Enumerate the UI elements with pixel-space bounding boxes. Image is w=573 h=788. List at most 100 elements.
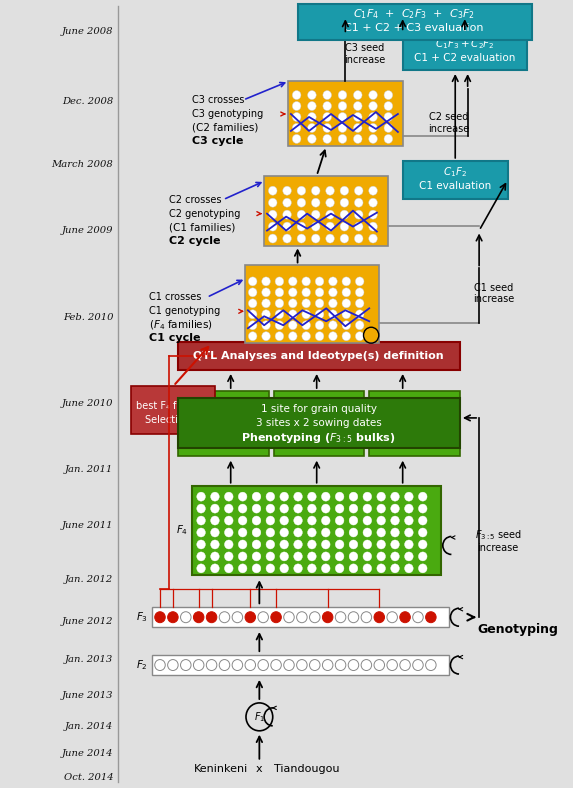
Circle shape — [238, 516, 247, 525]
Circle shape — [280, 504, 288, 513]
Circle shape — [342, 332, 351, 340]
Circle shape — [297, 222, 306, 231]
Circle shape — [355, 277, 364, 286]
Circle shape — [211, 552, 219, 561]
Text: $C_1F_4$  +  $C_2F_3$  +  $C_3F_2$: $C_1F_4$ + $C_2F_3$ + $C_3F_2$ — [353, 7, 475, 21]
Circle shape — [288, 277, 297, 286]
Circle shape — [266, 516, 274, 525]
Circle shape — [335, 492, 344, 501]
Circle shape — [315, 332, 324, 340]
Circle shape — [248, 310, 257, 319]
Circle shape — [280, 492, 288, 501]
Circle shape — [326, 234, 335, 243]
Circle shape — [309, 611, 320, 623]
Text: C2 cycle: C2 cycle — [168, 236, 220, 246]
Circle shape — [292, 91, 301, 99]
Circle shape — [349, 540, 358, 549]
Circle shape — [288, 332, 297, 340]
Circle shape — [326, 210, 335, 219]
Circle shape — [252, 492, 261, 501]
Text: QTL Analyses and Ideotype(s) definition: QTL Analyses and Ideotype(s) definition — [193, 351, 444, 361]
Circle shape — [355, 321, 364, 329]
Circle shape — [292, 113, 301, 121]
Text: June 2014: June 2014 — [62, 749, 113, 758]
Circle shape — [292, 102, 301, 110]
Text: $C_1F_3 + C_2F_2$: $C_1F_3 + C_2F_2$ — [435, 37, 494, 51]
Circle shape — [280, 528, 288, 537]
Bar — [297, 5, 532, 40]
Circle shape — [323, 113, 332, 121]
Circle shape — [329, 321, 337, 329]
Circle shape — [225, 540, 233, 549]
Circle shape — [342, 321, 351, 329]
Circle shape — [355, 186, 363, 195]
Circle shape — [197, 516, 205, 525]
Circle shape — [248, 277, 257, 286]
Circle shape — [302, 288, 311, 297]
Circle shape — [282, 199, 291, 207]
Circle shape — [302, 310, 311, 319]
Circle shape — [282, 186, 291, 195]
Text: $C_1F_2$: $C_1F_2$ — [444, 165, 467, 179]
Circle shape — [308, 540, 316, 549]
Circle shape — [292, 135, 301, 143]
Circle shape — [338, 113, 347, 121]
Circle shape — [377, 516, 386, 525]
Circle shape — [180, 611, 191, 623]
Text: C1 genotyping: C1 genotyping — [150, 307, 221, 316]
Circle shape — [219, 611, 230, 623]
Circle shape — [349, 528, 358, 537]
Bar — [288, 81, 403, 146]
Circle shape — [262, 299, 270, 308]
Text: Jan. 2013: Jan. 2013 — [65, 655, 113, 664]
Circle shape — [329, 277, 337, 286]
Circle shape — [355, 310, 364, 319]
Circle shape — [391, 504, 399, 513]
Circle shape — [308, 124, 316, 132]
Text: Oct. 2014: Oct. 2014 — [64, 773, 113, 782]
Text: C1 cycle: C1 cycle — [150, 333, 201, 344]
Circle shape — [391, 492, 399, 501]
Circle shape — [266, 492, 274, 501]
Circle shape — [268, 234, 277, 243]
Circle shape — [211, 516, 219, 525]
Circle shape — [363, 528, 372, 537]
Circle shape — [340, 234, 349, 243]
Circle shape — [275, 288, 284, 297]
Circle shape — [338, 124, 347, 132]
Circle shape — [335, 540, 344, 549]
Circle shape — [349, 564, 358, 573]
Circle shape — [405, 552, 413, 561]
Circle shape — [211, 504, 219, 513]
Circle shape — [275, 332, 284, 340]
Circle shape — [377, 492, 386, 501]
Text: June 2009: June 2009 — [62, 226, 113, 235]
Circle shape — [194, 611, 204, 623]
Circle shape — [297, 234, 306, 243]
Circle shape — [377, 564, 386, 573]
Circle shape — [340, 199, 349, 207]
Circle shape — [280, 516, 288, 525]
Circle shape — [282, 234, 291, 243]
Circle shape — [326, 222, 335, 231]
Circle shape — [262, 288, 270, 297]
Circle shape — [197, 504, 205, 513]
Circle shape — [225, 552, 233, 561]
Text: Keninkeni: Keninkeni — [194, 764, 248, 774]
Circle shape — [418, 492, 427, 501]
Text: (C1 families): (C1 families) — [168, 222, 235, 232]
Circle shape — [354, 124, 362, 132]
Circle shape — [335, 611, 346, 623]
Circle shape — [384, 102, 393, 110]
Circle shape — [342, 277, 351, 286]
Circle shape — [275, 321, 284, 329]
Circle shape — [323, 611, 333, 623]
Circle shape — [384, 113, 393, 121]
Circle shape — [418, 564, 427, 573]
Circle shape — [238, 564, 247, 573]
Circle shape — [418, 516, 427, 525]
Circle shape — [384, 91, 393, 99]
Circle shape — [252, 528, 261, 537]
Circle shape — [280, 552, 288, 561]
Bar — [152, 608, 449, 627]
